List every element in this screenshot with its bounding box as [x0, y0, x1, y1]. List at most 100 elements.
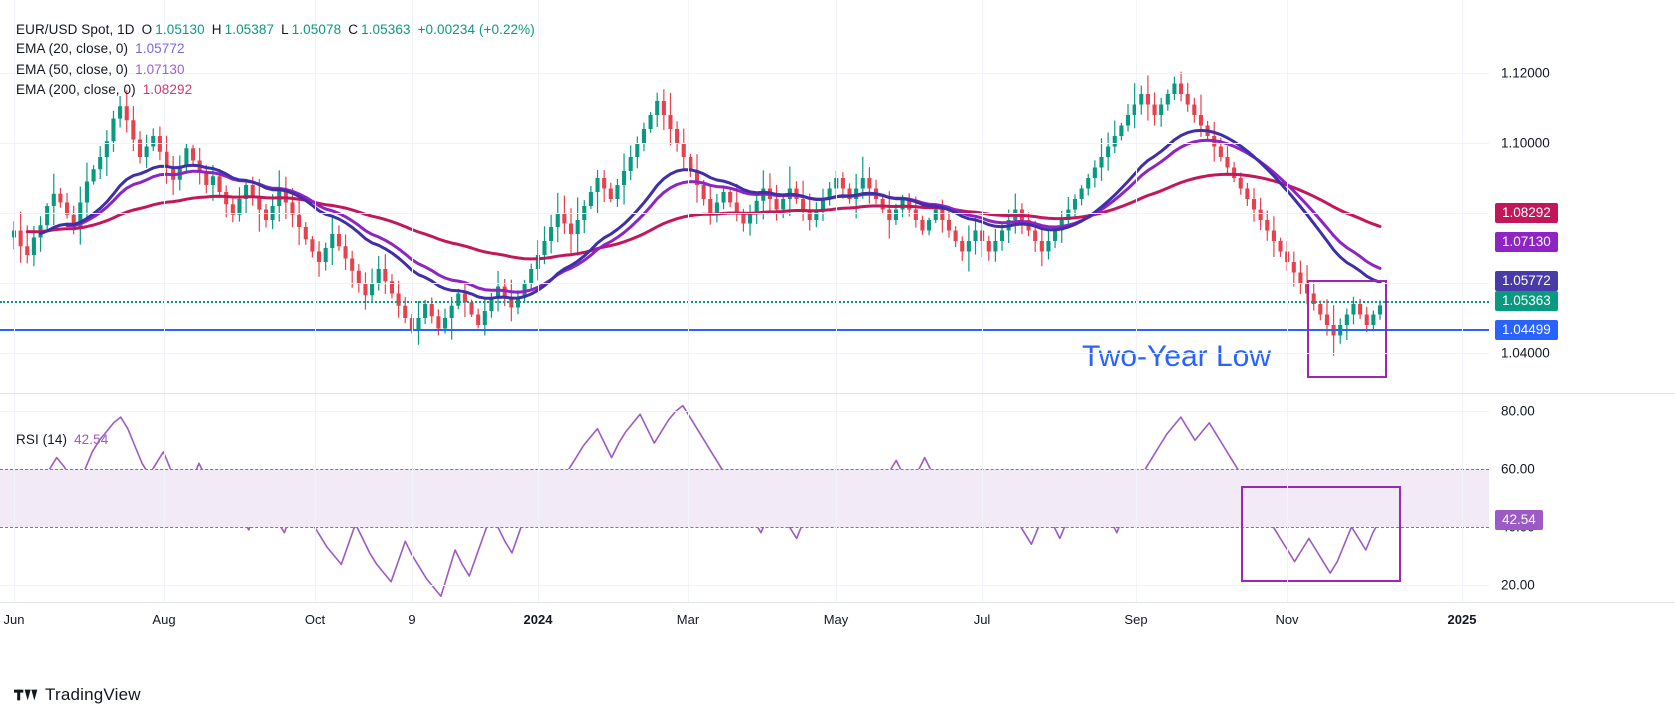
pane-separator [0, 393, 1675, 394]
ema20-legend[interactable]: EMA (20, close, 0) 1.05772 [16, 41, 185, 56]
time-axis-tick: Sep [1124, 612, 1148, 627]
candle-body [628, 157, 633, 171]
candle-body [655, 101, 660, 115]
ema50-value: 1.07130 [135, 62, 185, 77]
candle-body [144, 146, 149, 157]
price-pane: Two-Year Low EUR/USD Spot, 1D O 1.05130 H 1.… [0, 0, 1675, 393]
rsi-value-badge[interactable]: 42.54 [1495, 509, 1543, 530]
candle-body [1192, 104, 1197, 115]
candle-body [210, 176, 215, 185]
vertical-gridline [1462, 0, 1463, 393]
vertical-gridline [688, 0, 689, 393]
vertical-gridline [836, 0, 837, 393]
ema50-legend[interactable]: EMA (50, close, 0) 1.07130 [16, 62, 185, 77]
price-highlight-box [1307, 280, 1387, 378]
candle-body [396, 293, 401, 306]
support-price-badge[interactable]: 1.04499 [1495, 320, 1558, 340]
candle-body [920, 220, 925, 231]
candle-body [91, 169, 96, 182]
candle-body [1072, 199, 1078, 210]
vertical-gridline [14, 394, 15, 602]
candle-body [807, 209, 812, 220]
ema20-value: 1.05772 [135, 41, 185, 56]
vertical-gridline [538, 0, 539, 393]
candle-body [1251, 199, 1257, 210]
candle-body [370, 283, 375, 296]
rsi-band [0, 469, 1489, 527]
candle-body [18, 230, 23, 247]
candle-body [442, 318, 448, 329]
candle-body [409, 318, 414, 331]
rsi-axis-tick: 80.00 [1501, 403, 1535, 419]
candle-body [496, 286, 501, 299]
price-axis[interactable]: 1.120001.100001.080001.060001.040001.082… [1489, 0, 1675, 393]
candle-body [1364, 314, 1369, 325]
candle-body [608, 188, 613, 199]
vertical-gridline [14, 0, 15, 393]
rsi-value: 42.54 [74, 432, 109, 447]
candle-body [436, 316, 441, 329]
candle-body [1132, 104, 1137, 115]
candle-body [1033, 230, 1038, 241]
ema50-label: EMA (50, close, 0) [16, 62, 129, 77]
candle-body [973, 230, 978, 241]
candle-body [748, 213, 753, 224]
candle-body [1318, 304, 1323, 315]
vertical-gridline [982, 394, 983, 602]
candle-body [694, 171, 700, 185]
candle-body [71, 214, 76, 227]
tradingview-logo-icon [14, 689, 38, 701]
rsi-plot-area[interactable] [0, 394, 1489, 602]
candle-body [946, 220, 952, 231]
ema200-price-badge[interactable]: 1.08292 [1495, 203, 1558, 223]
ema200-label: EMA (200, close, 0) [16, 82, 136, 97]
ema200-line [25, 172, 1382, 261]
candle-body [310, 239, 315, 252]
price-plot-area[interactable]: Two-Year Low [0, 0, 1489, 393]
symbol-legend[interactable]: EUR/USD Spot, 1D O 1.05130 H 1.05387 L 1.05078… [16, 22, 535, 37]
ema20-price-badge[interactable]: 1.05772 [1495, 271, 1558, 291]
ohlc-change-value: +0.00234 (+0.22%) [417, 22, 535, 37]
candle-body [900, 199, 905, 210]
time-axis-tick: Oct [304, 612, 326, 627]
candle-body [1238, 178, 1243, 189]
last-price-badge[interactable]: 1.05363 [1495, 291, 1558, 311]
candle-body [1106, 146, 1111, 157]
candle-body [476, 314, 481, 325]
candle-body [681, 143, 686, 157]
vertical-gridline [412, 394, 413, 602]
candle-body [1152, 104, 1157, 115]
ohlc-open-label: O [141, 22, 153, 37]
candle-body [1358, 304, 1363, 315]
rsi-oversold-line [0, 526, 1489, 528]
price-axis-tick: 1.12000 [1501, 65, 1550, 81]
candle-body [827, 188, 832, 199]
candle-body [356, 270, 361, 283]
rsi-axis-tick: 20.00 [1501, 577, 1535, 593]
candle-body [257, 197, 262, 210]
ema200-legend[interactable]: EMA (200, close, 0) 1.08292 [16, 82, 192, 97]
candle-body [51, 193, 56, 206]
time-axis-tick: Jul [973, 612, 991, 627]
ema50-price-badge[interactable]: 1.07130 [1495, 232, 1558, 252]
vertical-gridline [688, 394, 689, 602]
candle-body [403, 305, 408, 318]
candle-body [774, 199, 779, 210]
candle-body [1099, 157, 1104, 168]
candle-body [734, 202, 739, 213]
ema20-label: EMA (20, close, 0) [16, 41, 129, 56]
candle-body [701, 185, 706, 199]
time-axis[interactable]: Jun Aug Oct 9 2024 Mar May Jul Sep Nov 2025 [0, 602, 1675, 638]
candle-body [933, 209, 938, 220]
candle-body [588, 192, 593, 206]
two-year-low-annotation: Two-Year Low [1082, 340, 1271, 373]
candle-body [754, 200, 759, 213]
candle-body [708, 199, 713, 213]
price-axis-tick: 1.10000 [1501, 135, 1550, 151]
rsi-legend[interactable]: RSI (14) 42.54 [16, 432, 108, 447]
ohlc-close-value: 1.05363 [361, 22, 411, 37]
candle-body [635, 143, 640, 157]
vertical-gridline [315, 0, 316, 393]
